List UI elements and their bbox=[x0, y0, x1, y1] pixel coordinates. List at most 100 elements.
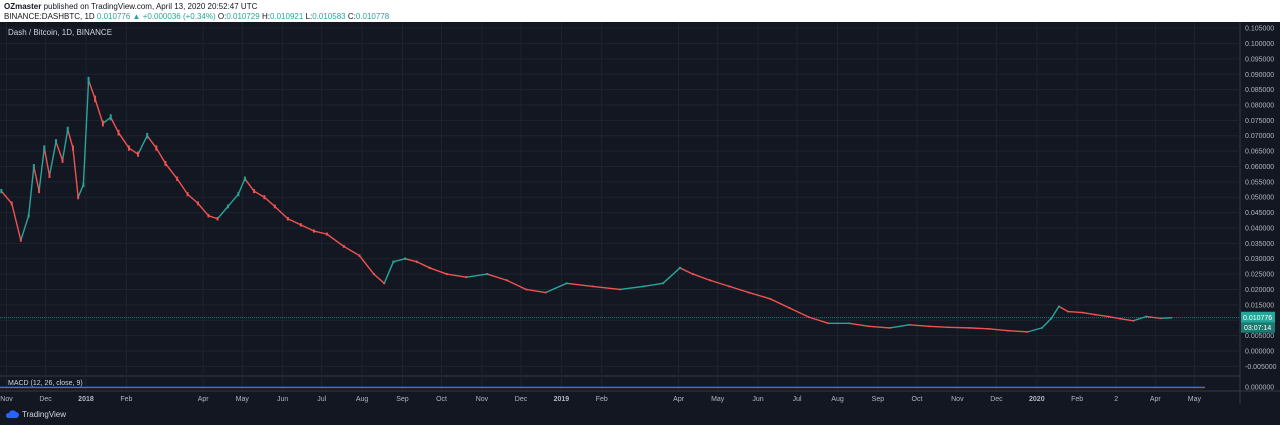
price-candle bbox=[101, 120, 104, 127]
close-label: C: bbox=[347, 12, 356, 21]
cloud-icon bbox=[5, 410, 19, 418]
price-candle bbox=[544, 291, 547, 294]
price-candle bbox=[82, 182, 85, 188]
time-tick-label: Dec bbox=[990, 396, 1003, 403]
price-segment bbox=[287, 218, 302, 226]
price-segment bbox=[67, 129, 74, 149]
price-segment bbox=[429, 267, 448, 275]
price-tick-label: 0.060000 bbox=[1245, 164, 1274, 171]
time-tick-label: Feb bbox=[596, 396, 608, 403]
macd-pane[interactable]: MACD (12, 26, close, 9) 0.000000 bbox=[0, 380, 1274, 392]
price-segment bbox=[709, 279, 730, 288]
price-candle bbox=[358, 254, 361, 257]
countdown-badge bbox=[1241, 322, 1275, 333]
price-tick-label: 0.005000 bbox=[1245, 333, 1274, 340]
price-tick-label: -0.005000 bbox=[1245, 364, 1277, 371]
close-value: 0.010778 bbox=[355, 12, 390, 21]
publication-line: OZmaster published on TradingView.com, A… bbox=[4, 2, 257, 11]
price-segment bbox=[1008, 329, 1028, 333]
footer: TradingView bbox=[0, 404, 1280, 425]
price-candle bbox=[708, 279, 711, 282]
time-axis[interactable]: Nov Dec 2018 Feb Apr May Jun Jul Aug Sep Oct Nov Dec… bbox=[0, 396, 1201, 403]
price-axis[interactable]: 0.105000 0.100000 0.095000 0.090000 0.085000… bbox=[1241, 26, 1277, 371]
price-candle bbox=[505, 279, 508, 282]
price-segment bbox=[128, 147, 139, 155]
price-candle bbox=[226, 204, 229, 209]
price-candle bbox=[1026, 331, 1029, 333]
price-candle bbox=[768, 297, 771, 300]
price-candle bbox=[61, 157, 64, 163]
price-segment bbox=[1082, 311, 1096, 316]
price-candle bbox=[788, 307, 791, 309]
price-change: +0.000036 (+0.34%) bbox=[142, 12, 216, 21]
price-segment bbox=[82, 80, 90, 185]
price-segment bbox=[373, 273, 385, 284]
price-candle bbox=[43, 145, 46, 151]
time-tick-label: Jul bbox=[793, 396, 802, 403]
time-tick-label: Dec bbox=[515, 396, 528, 403]
price-tick-label: 0.090000 bbox=[1245, 72, 1274, 79]
price-candle bbox=[1057, 305, 1060, 308]
price-candle bbox=[1007, 329, 1010, 332]
price-candle bbox=[827, 322, 830, 325]
price-segment bbox=[43, 147, 51, 176]
time-tick-label: Nov bbox=[951, 396, 964, 403]
price-tick-label: 0.055000 bbox=[1245, 179, 1274, 186]
time-tick-label: May bbox=[1188, 396, 1202, 403]
publication-header: OZmaster published on TradingView.com, A… bbox=[0, 0, 1280, 22]
price-segment bbox=[38, 147, 45, 192]
price-candle bbox=[404, 257, 407, 260]
price-segment bbox=[393, 258, 406, 263]
price-segment bbox=[643, 282, 664, 288]
open-value: 0.010729 bbox=[226, 12, 260, 21]
price-segment bbox=[61, 129, 69, 161]
price-segment bbox=[849, 322, 869, 328]
price-chart[interactable]: Dash / Bitcoin, 1D, BINANCE 0.1050000.10… bbox=[0, 22, 1280, 404]
price-candle bbox=[66, 126, 69, 133]
price-tick-label: 0.070000 bbox=[1245, 133, 1274, 140]
price-segment bbox=[313, 230, 328, 235]
price-segment bbox=[679, 267, 694, 275]
price-segment bbox=[1027, 327, 1043, 333]
price-segment bbox=[868, 325, 890, 329]
price-segment bbox=[146, 135, 157, 149]
tradingview-logo[interactable]: TradingView bbox=[5, 409, 66, 419]
price-candle bbox=[565, 282, 568, 285]
low-value: 0.010583 bbox=[312, 12, 346, 21]
price-candle bbox=[94, 95, 97, 103]
price-segment bbox=[244, 178, 255, 192]
price-segment bbox=[909, 324, 929, 328]
price-candle bbox=[48, 173, 51, 178]
price-tick-label: 0.075000 bbox=[1245, 118, 1274, 125]
price-segment bbox=[662, 267, 681, 284]
price-segment bbox=[948, 326, 970, 329]
price-segment bbox=[72, 147, 79, 198]
price-candle bbox=[87, 76, 90, 84]
price-candle bbox=[1041, 327, 1044, 329]
time-tick-label: Dec bbox=[39, 396, 52, 403]
time-tick-label: May bbox=[236, 396, 250, 403]
time-tick-label: Oct bbox=[436, 396, 447, 403]
price-segment bbox=[208, 215, 218, 220]
price-segment bbox=[176, 178, 189, 195]
price-segment bbox=[466, 273, 488, 278]
price-candle bbox=[10, 201, 13, 206]
price-candle bbox=[1050, 317, 1053, 320]
price-candle bbox=[186, 192, 189, 197]
price-candle bbox=[947, 326, 950, 329]
price-candle bbox=[216, 217, 219, 221]
price-segment bbox=[117, 132, 130, 149]
author-name[interactable]: OZmaster bbox=[4, 2, 42, 11]
price-tick-label: 0.035000 bbox=[1245, 241, 1274, 248]
price-candle bbox=[263, 195, 266, 200]
price-candle bbox=[237, 192, 240, 197]
time-tick-label: Sep bbox=[872, 396, 885, 403]
price-candle bbox=[127, 145, 130, 151]
price-candle bbox=[299, 223, 302, 227]
price-candle bbox=[32, 164, 35, 169]
low-label: L: bbox=[305, 12, 313, 21]
price-candle bbox=[927, 325, 930, 328]
price-candle bbox=[372, 273, 375, 276]
time-tick-label: 2 bbox=[1114, 396, 1118, 403]
last-price: 0.010776 bbox=[96, 12, 131, 21]
